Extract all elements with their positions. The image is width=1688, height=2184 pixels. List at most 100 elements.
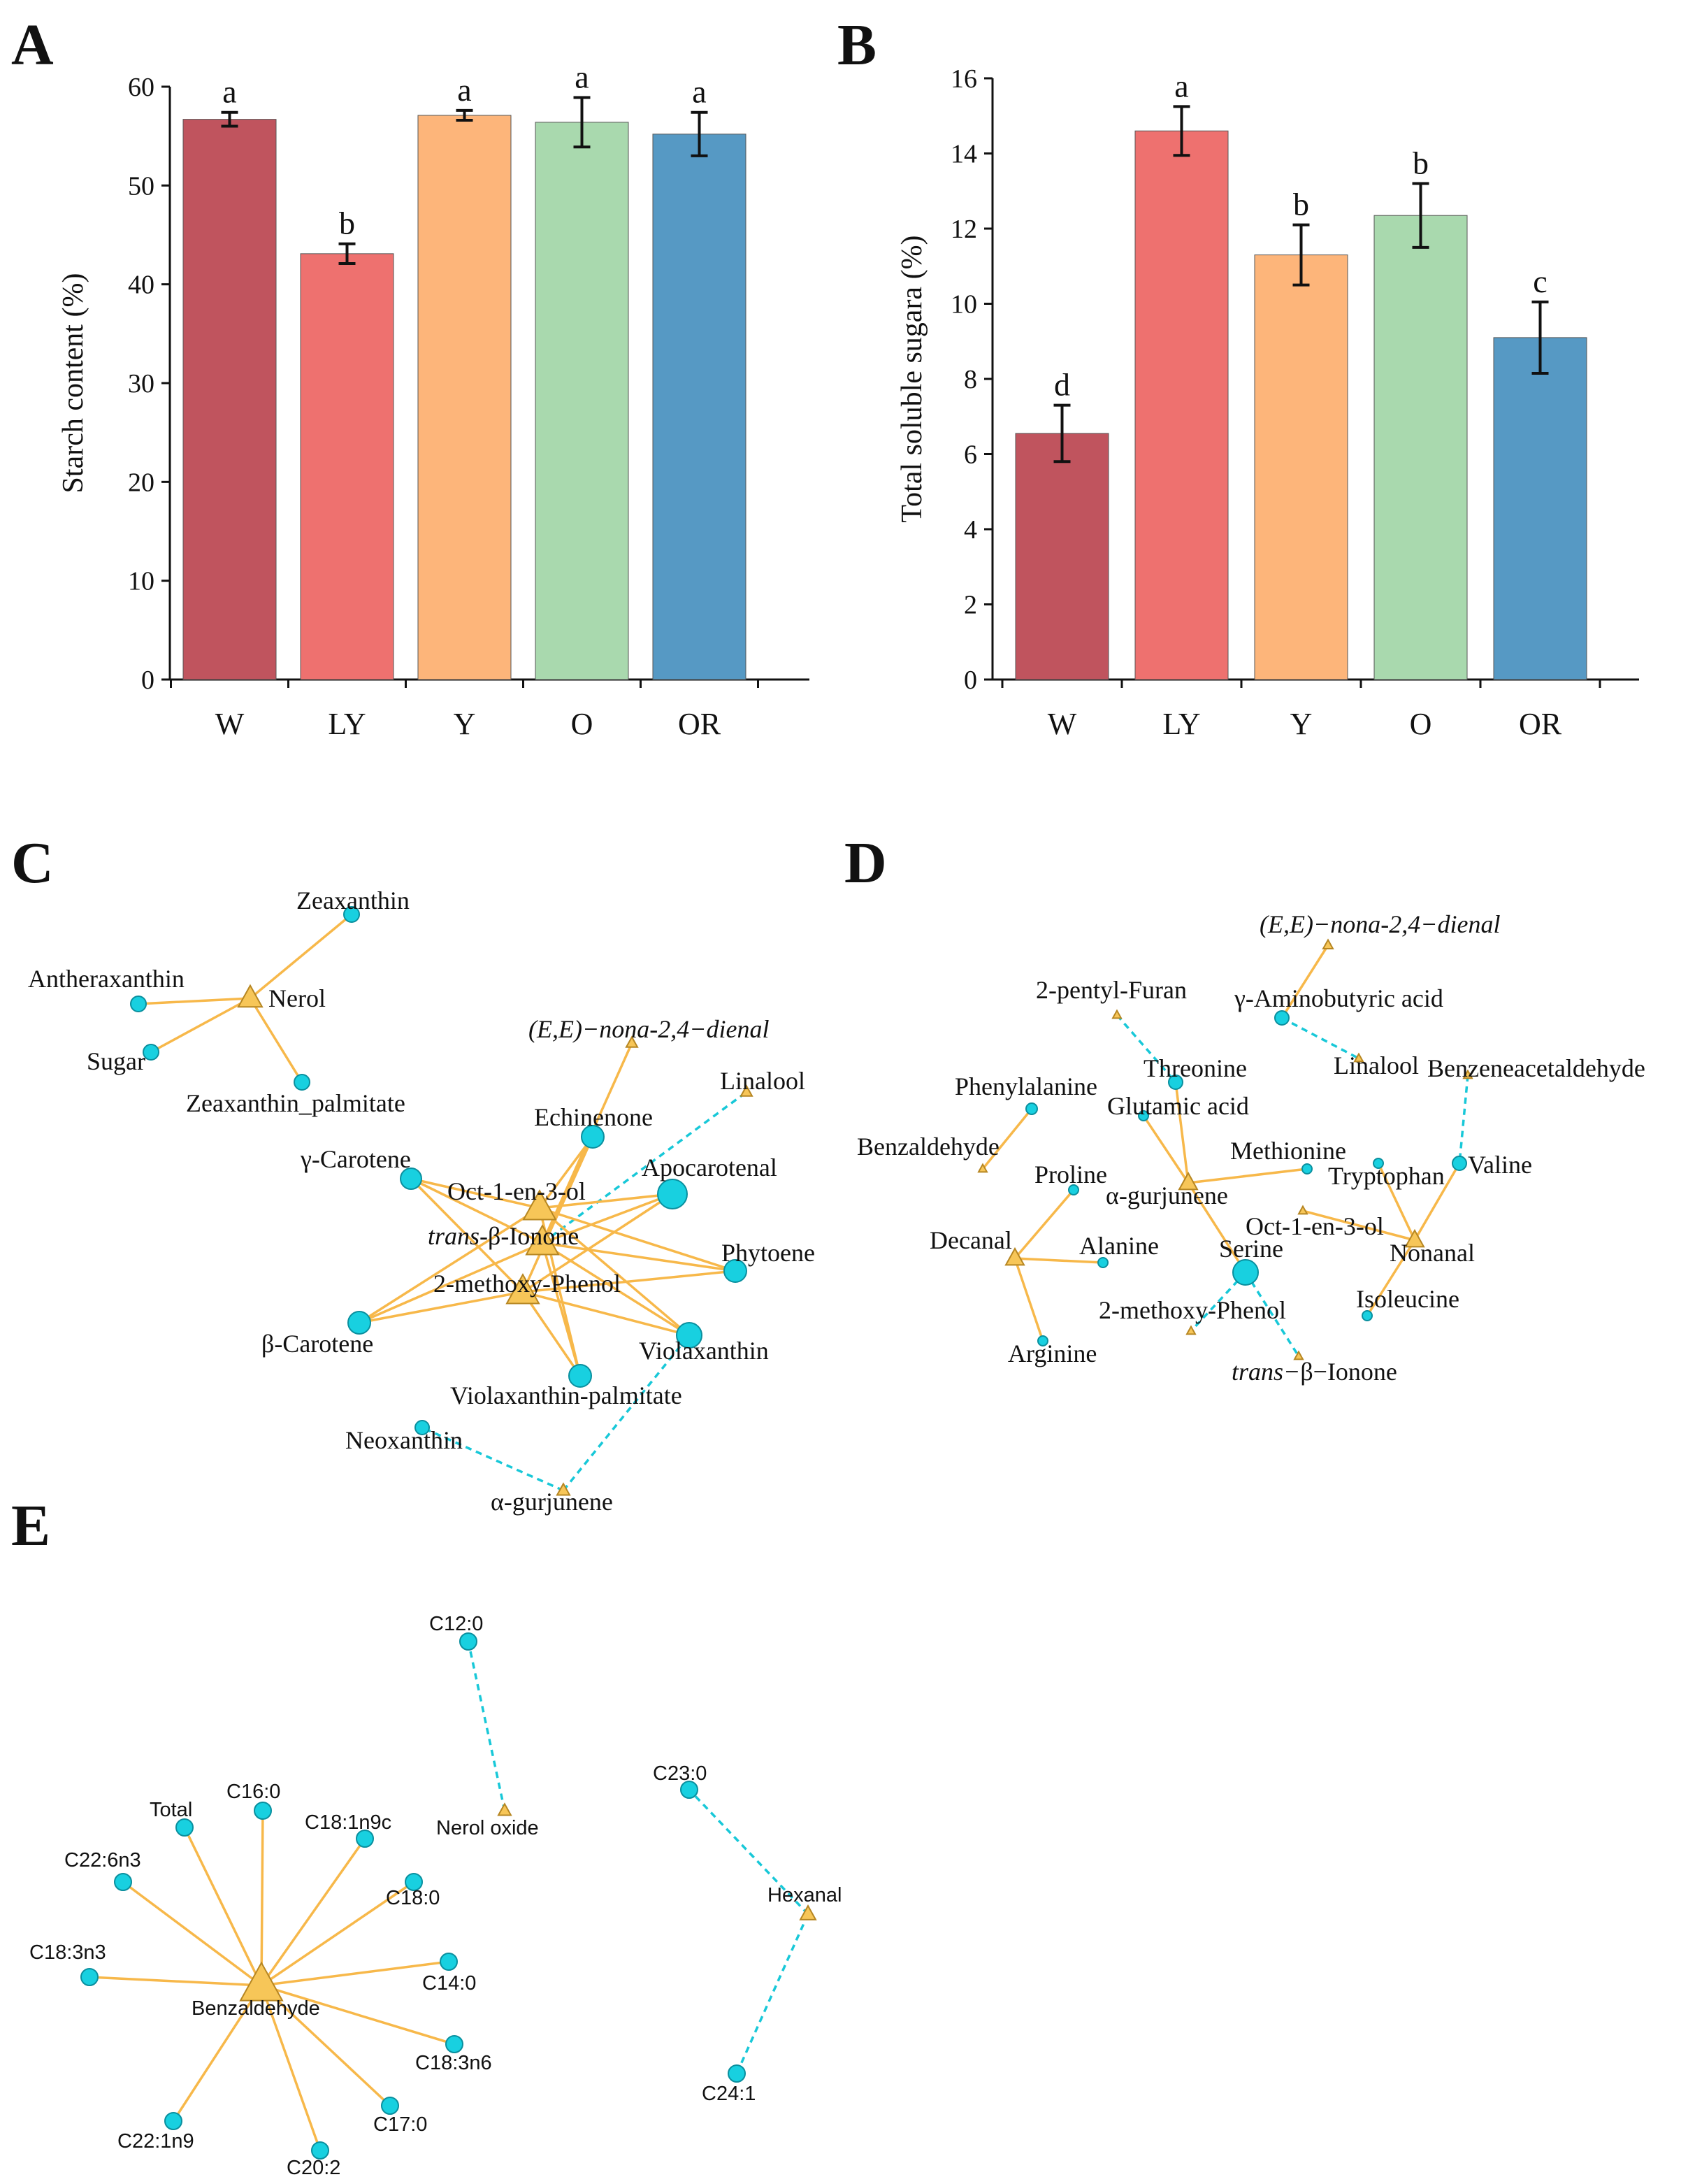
node-label-c120: C12:0 (429, 1613, 483, 1635)
node-label-hex: Hexanal (767, 1884, 842, 1906)
edge-oct-vio (538, 1207, 691, 1337)
node-oct (522, 1189, 557, 1221)
node-label-pro: Proline (1034, 1161, 1107, 1188)
node-iso (1362, 1310, 1373, 1321)
node-label-val: Valine (1468, 1151, 1532, 1179)
node-label-met: Methionine (1230, 1137, 1346, 1165)
category-label: W (1048, 707, 1077, 741)
bar-o (1373, 215, 1468, 680)
node-val (1452, 1156, 1467, 1171)
node-label-lin: Linalool (1334, 1051, 1419, 1079)
y-axis-label: Starch content (%) (57, 273, 89, 494)
significance-label: b (1293, 187, 1309, 222)
node-label-arg: Arginine (1008, 1339, 1097, 1367)
node-label-neo: Neoxanthin (345, 1426, 463, 1454)
node-no (497, 1802, 512, 1816)
node-gaba (1274, 1010, 1290, 1026)
node-ser (1232, 1259, 1259, 1286)
edge-bza-c221 (172, 1985, 263, 2122)
node-label-vio: Violaxanthin (639, 1337, 769, 1365)
y-tick-label: 0 (141, 666, 154, 695)
node-thr (1168, 1075, 1183, 1090)
node-agur (1178, 1171, 1199, 1191)
y-tick-label: 50 (128, 171, 154, 201)
node-label-c226: C22:6n3 (64, 1849, 141, 1872)
node-label-gaba: γ-Aminobutyric acid (1234, 984, 1443, 1012)
y-tick-label: 10 (128, 567, 154, 596)
node-label-oct: Oct-1-en-3-ol (447, 1177, 586, 1205)
node-label-c230: C23:0 (653, 1762, 707, 1785)
node-bza (977, 1163, 988, 1173)
significance-label: a (575, 59, 589, 95)
node-label-tot: Total (150, 1799, 192, 1821)
node-label-viop: Violaxanthin-palmitate (450, 1381, 682, 1409)
edges-layer (89, 1641, 809, 2151)
edge-agur-thr (1174, 1082, 1190, 1184)
bar-or (652, 134, 746, 680)
edge-bza-c180 (261, 1881, 414, 1987)
category-label: LY (328, 707, 366, 741)
node-label-phe: Phenylalanine (955, 1072, 1097, 1100)
node-c181 (356, 1830, 374, 1848)
node-dec (1004, 1247, 1025, 1266)
edge-nerol-zea (249, 913, 353, 1000)
node-mph (1185, 1325, 1197, 1335)
node-label-mph: 2-methoxy-Phenol (433, 1270, 621, 1298)
chart-b-soluble-sugar: 0 2 4 6 8 10 12 14 16 d Wa LY b Yb Oc OR Total soluble s… (896, 64, 1639, 741)
edge-pf-thr (1116, 1014, 1177, 1084)
node-ee (625, 1035, 639, 1048)
edge-mph-viop (521, 1291, 582, 1377)
y-tick-label: 10 (951, 290, 977, 319)
chart-a-starch: 0 10 20 30 40 50 60 a Wb LY a Ya Oa OR Starch content … (57, 59, 809, 741)
node-trp (1373, 1158, 1384, 1169)
node-phe (1025, 1102, 1038, 1115)
node-label-bcar: β-Carotene (261, 1330, 373, 1358)
node-label-agur: α-gurjunene (1106, 1181, 1228, 1209)
node-label-ion: trans−β−Ionone (1232, 1358, 1397, 1386)
y-tick-label: 40 (128, 271, 154, 300)
category-label: Y (1290, 707, 1313, 741)
category-label: OR (1519, 707, 1562, 741)
node-label-c202: C20:2 (287, 2157, 340, 2179)
panel-a-letter: A (11, 13, 54, 78)
node-label-nerol: Nerol (268, 984, 326, 1012)
edge-mph-gcar (410, 1177, 524, 1293)
edge-oct-ech (538, 1135, 594, 1209)
node-label-apo: Apocarotenal (642, 1154, 777, 1181)
edge-dec-pro (1013, 1188, 1075, 1260)
y-tick-label: 6 (964, 440, 977, 470)
edge-non-oct (1302, 1209, 1415, 1242)
node-label-ion: trans-β-Ionone (428, 1222, 579, 1250)
node-label-prefix: trans- (428, 1222, 488, 1250)
edges-layer (981, 944, 1469, 1357)
y-tick-label: 60 (128, 73, 154, 102)
node-c160 (254, 1802, 272, 1820)
panel-d-letter: D (844, 831, 887, 896)
edge-mph-vio (522, 1291, 690, 1337)
edge-ion-lin (541, 1091, 748, 1244)
node-label-bza: Benzaldehyde (192, 1997, 320, 2020)
panel-e-letter: E (11, 1493, 50, 1558)
edge-ee-gaba (1281, 944, 1329, 1019)
category-label: W (215, 707, 245, 741)
node-label-dec: Decanal (930, 1226, 1012, 1254)
node-bcar (347, 1311, 371, 1335)
edge-mph-phy (522, 1270, 736, 1293)
node-label-no: Nerol oxide (436, 1817, 539, 1839)
bar-ly (300, 253, 394, 680)
node-label-prefix: trans− (1232, 1358, 1300, 1386)
edges-layer (138, 913, 748, 1492)
node-ee (1322, 938, 1334, 950)
bar-w (182, 119, 277, 680)
node-label-zea: Zeaxanthin (296, 886, 410, 914)
nodes-layer: C12:0 Nerol oxide C23:0 Hexanal C24:1 Total C1… (29, 1613, 842, 2179)
significance-label: a (692, 74, 706, 110)
bar-w (1015, 433, 1109, 680)
y-tick-label: 0 (964, 666, 977, 695)
node-anth (130, 996, 147, 1012)
node-label-c170: C17:0 (373, 2113, 427, 2136)
node-lin (1353, 1052, 1364, 1063)
node-label-c183n6: C18:3n6 (415, 2052, 492, 2074)
node-met (1301, 1163, 1313, 1174)
y-tick-label: 20 (128, 468, 154, 497)
